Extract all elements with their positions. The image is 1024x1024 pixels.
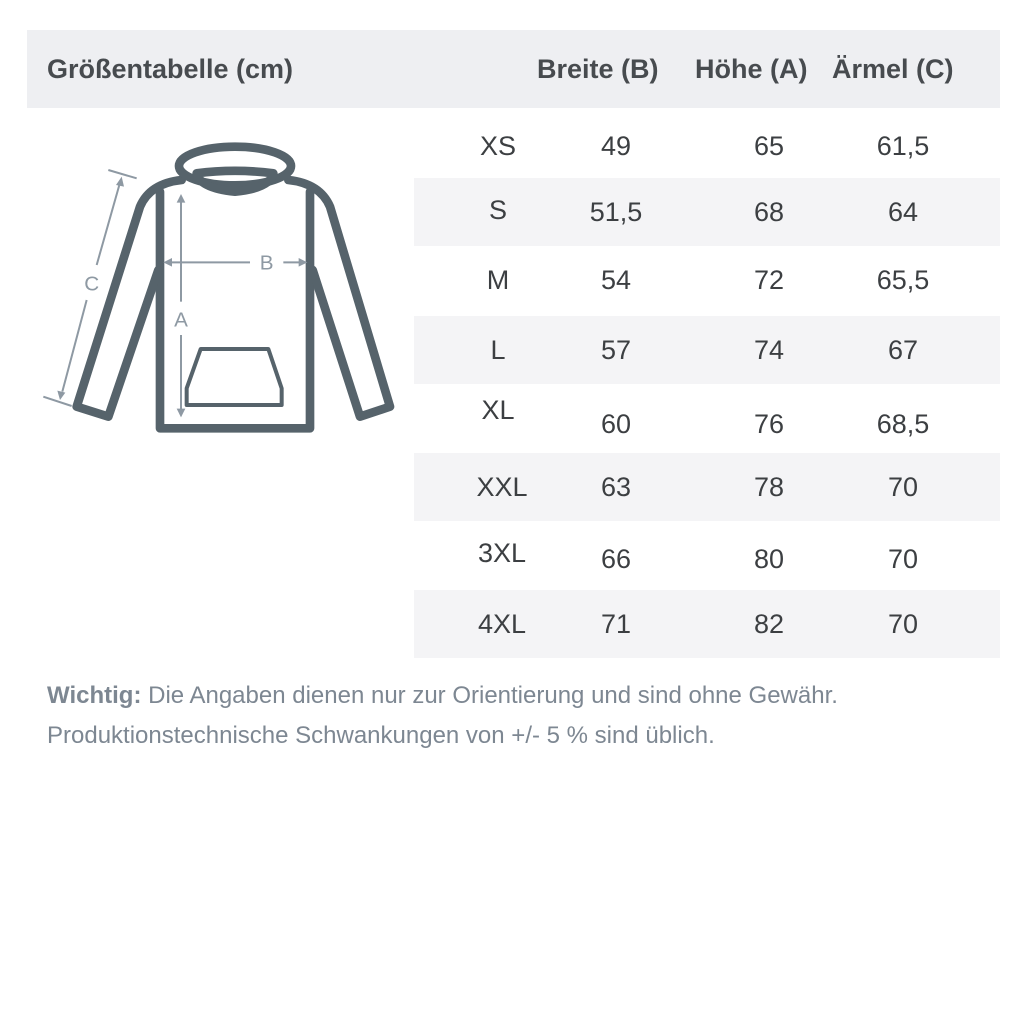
note-line-2: Produktionstechnische Schwankungen von +…: [47, 722, 715, 749]
note-line-1: Die Angaben dienen nur zur Orientierung …: [148, 682, 838, 709]
hoehe-cell: 72: [753, 265, 785, 295]
table-row: 3XL 66 80 70: [414, 522, 1000, 590]
column-header-hoehe: Höhe (A): [695, 54, 808, 84]
breite-cell: 54: [600, 265, 632, 295]
table-row: M 54 72 65,5: [414, 246, 1000, 314]
aermel-cell: 70: [887, 472, 919, 502]
column-header-aermel: Ärmel (C): [832, 54, 954, 84]
table-row: 4XL 71 82 70: [414, 590, 1000, 658]
pocket-outline: [184, 347, 284, 407]
breite-cell: 51,5: [589, 197, 643, 227]
hoodie-measurement-diagram: A B C: [43, 142, 395, 433]
breite-cell: 63: [600, 472, 632, 502]
breite-cell: 57: [600, 335, 632, 365]
size-cell: XL: [481, 395, 515, 425]
hoehe-cell: 80: [753, 544, 785, 574]
aermel-cell: 65,5: [876, 265, 930, 295]
breite-cell: 71: [600, 609, 632, 639]
breite-cell: 49: [600, 131, 632, 161]
hoehe-cell: 65: [753, 131, 785, 161]
size-cell: 3XL: [477, 538, 527, 568]
label-a: A: [174, 309, 188, 332]
aermel-cell: 68,5: [876, 409, 930, 439]
hoehe-cell: 68: [753, 197, 785, 227]
label-b: B: [260, 251, 274, 274]
table-row: XXL 63 78 70: [414, 453, 1000, 521]
size-cell: L: [490, 335, 506, 365]
label-c: C: [84, 273, 99, 296]
column-header-breite: Breite (B): [537, 54, 659, 84]
aermel-cell: 70: [887, 544, 919, 574]
hoehe-cell: 76: [753, 409, 785, 439]
table-row: S 51,5 68 64: [414, 178, 1000, 246]
aermel-cell: 67: [887, 335, 919, 365]
size-cell: XXL: [476, 472, 528, 502]
hoehe-cell: 78: [753, 472, 785, 502]
hoodie-outline: [72, 142, 395, 433]
aermel-cell: 64: [887, 197, 919, 227]
aermel-cell: 61,5: [876, 131, 930, 161]
note-label: Wichtig:: [47, 682, 142, 709]
table-row: L 57 74 67: [414, 316, 1000, 384]
size-cell: M: [486, 265, 510, 295]
disclaimer-note: Wichtig: Die Angaben dienen nur zur Orie…: [47, 676, 838, 756]
size-cell: 4XL: [477, 609, 527, 639]
hoehe-cell: 82: [753, 609, 785, 639]
table-row: XL 60 76 68,5: [414, 385, 1000, 453]
size-cell: S: [488, 195, 508, 225]
aermel-cell: 70: [887, 609, 919, 639]
table-header: Größentabelle (cm) Breite (B) Höhe (A) Ä…: [27, 30, 1000, 108]
table-row: XS 49 65 61,5: [414, 112, 1000, 180]
table-title: Größentabelle (cm): [47, 54, 294, 84]
measurement-arrows: [43, 169, 308, 418]
hoehe-cell: 74: [753, 335, 785, 365]
breite-cell: 60: [600, 409, 632, 439]
size-cell: XS: [479, 131, 517, 161]
breite-cell: 66: [600, 544, 632, 574]
